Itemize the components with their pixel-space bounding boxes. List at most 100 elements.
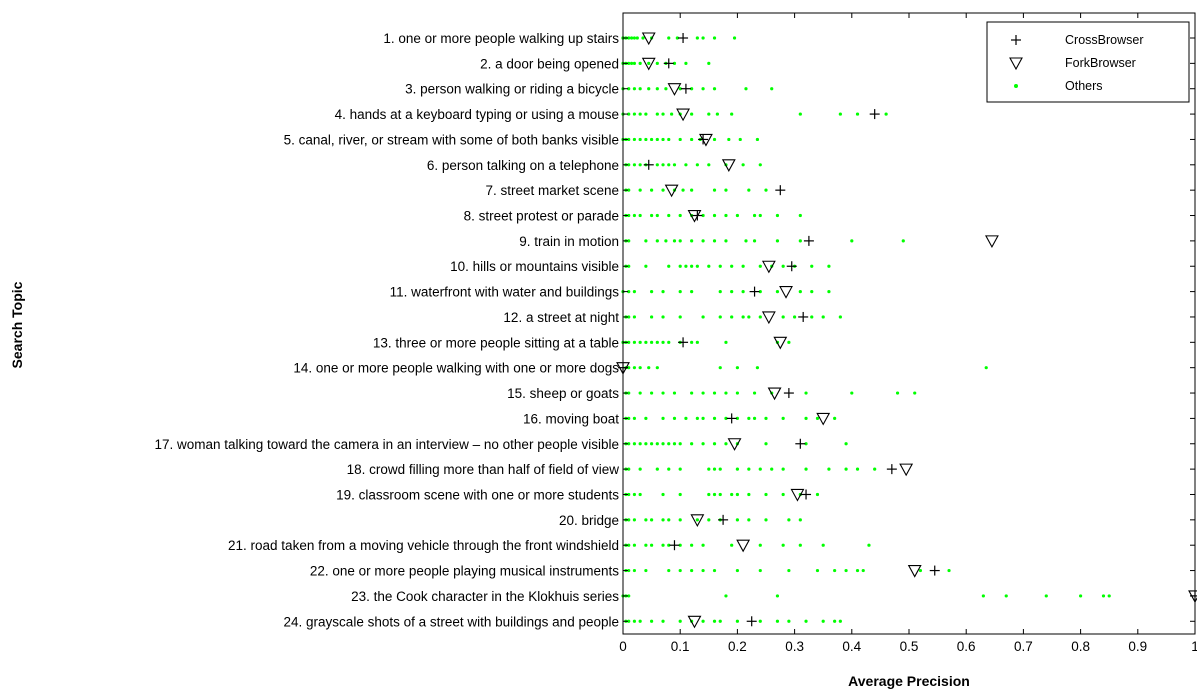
others-point	[650, 188, 654, 192]
others-point	[755, 366, 760, 370]
others-point	[718, 290, 722, 294]
topic-label: 12. a street at night	[503, 310, 619, 325]
topic-label: 6. person talking on a telephone	[427, 158, 619, 173]
crossbrowser-marker	[680, 83, 691, 94]
others-point	[695, 416, 699, 420]
others-point	[798, 239, 802, 243]
others-point	[661, 315, 665, 319]
forkbrowser-marker	[985, 235, 999, 249]
topic-label: 17. woman talking toward the camera in a…	[154, 437, 619, 452]
others-point	[627, 416, 631, 420]
topic-label: 14. one or more people walking with one …	[293, 361, 619, 376]
others-point	[655, 137, 659, 142]
others-point	[655, 366, 659, 370]
others-point	[718, 619, 722, 623]
others-point	[724, 416, 728, 420]
others-marks	[621, 36, 1111, 623]
topic-label: 24. grayscale shots of a street with bui…	[284, 614, 619, 629]
others-point	[667, 264, 671, 268]
others-point	[632, 137, 637, 142]
others-point	[712, 416, 717, 420]
others-point	[690, 340, 694, 344]
others-point	[715, 112, 719, 116]
others-point	[661, 340, 665, 344]
others-point	[752, 213, 757, 218]
others-point	[655, 239, 659, 243]
crossbrowser-marker	[726, 413, 737, 424]
crossbrowser-marker	[775, 185, 786, 196]
others-point	[735, 492, 740, 497]
others-point	[647, 87, 651, 91]
others-point	[1044, 594, 1048, 598]
others-point	[758, 467, 762, 471]
others-point	[981, 594, 985, 598]
others-point	[678, 619, 682, 623]
others-point	[629, 61, 634, 65]
others-point	[707, 467, 711, 471]
others-point	[821, 619, 825, 623]
crossbrowser-marker	[803, 235, 814, 246]
legend-label-others: Others	[1065, 79, 1103, 93]
others-point	[644, 518, 648, 522]
crossbrowser-marker	[749, 286, 760, 297]
legend: CrossBrowser ForkBrowser Others	[986, 21, 1190, 103]
crossbrowser-marker	[718, 514, 729, 525]
topic-label: 11. waterfront with water and buildings	[390, 285, 620, 300]
others-point	[655, 467, 659, 471]
others-point	[712, 568, 717, 573]
topic-label: 15. sheep or goats	[507, 386, 619, 401]
forkbrowser-marker	[761, 260, 776, 274]
topic-label: 21. road taken from a moving vehicle thr…	[228, 538, 619, 553]
others-point	[793, 315, 797, 319]
topic-label: 18. crowd filling more than half of fiel…	[347, 462, 620, 477]
others-point	[644, 568, 648, 573]
others-point	[735, 467, 740, 471]
others-point	[650, 442, 654, 446]
others-point	[758, 290, 762, 294]
others-point	[678, 290, 682, 294]
triangle-down-icon	[1009, 57, 1023, 71]
others-point	[775, 213, 780, 218]
others-point	[895, 391, 900, 395]
crossbrowser-marks	[618, 33, 1197, 627]
others-point	[667, 467, 671, 471]
others-point	[787, 340, 791, 344]
x-tick-label: 0.7	[1014, 639, 1033, 654]
crossbrowser-marker	[678, 337, 689, 348]
others-point	[632, 340, 637, 344]
x-tick-label: 0.6	[957, 639, 976, 654]
others-point	[758, 568, 762, 573]
others-point	[884, 112, 888, 116]
others-point	[627, 619, 631, 623]
others-point	[627, 137, 631, 142]
others-point	[664, 87, 668, 91]
others-point	[650, 543, 654, 547]
others-point	[804, 467, 808, 471]
crossbrowser-marker	[692, 210, 703, 221]
others-point	[661, 416, 665, 420]
dot-icon	[1014, 84, 1018, 88]
others-point	[638, 87, 642, 91]
crossbrowser-marker	[798, 311, 809, 322]
crossbrowser-marker	[801, 489, 812, 500]
others-point	[747, 315, 751, 319]
others-point	[838, 112, 842, 116]
others-point	[690, 543, 694, 547]
others-point	[707, 264, 711, 268]
others-point	[707, 61, 711, 65]
others-point	[724, 594, 728, 598]
others-point	[861, 568, 865, 573]
others-point	[627, 594, 631, 598]
others-point	[787, 619, 791, 623]
others-point	[672, 61, 677, 65]
others-point	[827, 290, 831, 294]
others-point	[644, 264, 648, 268]
others-point	[655, 87, 659, 91]
others-point	[632, 112, 637, 116]
others-point	[770, 87, 774, 91]
others-point	[747, 416, 751, 420]
others-point	[632, 290, 637, 294]
others-point	[764, 518, 768, 522]
topic-label: 2. a door being opened	[480, 56, 619, 71]
others-point	[752, 239, 757, 243]
